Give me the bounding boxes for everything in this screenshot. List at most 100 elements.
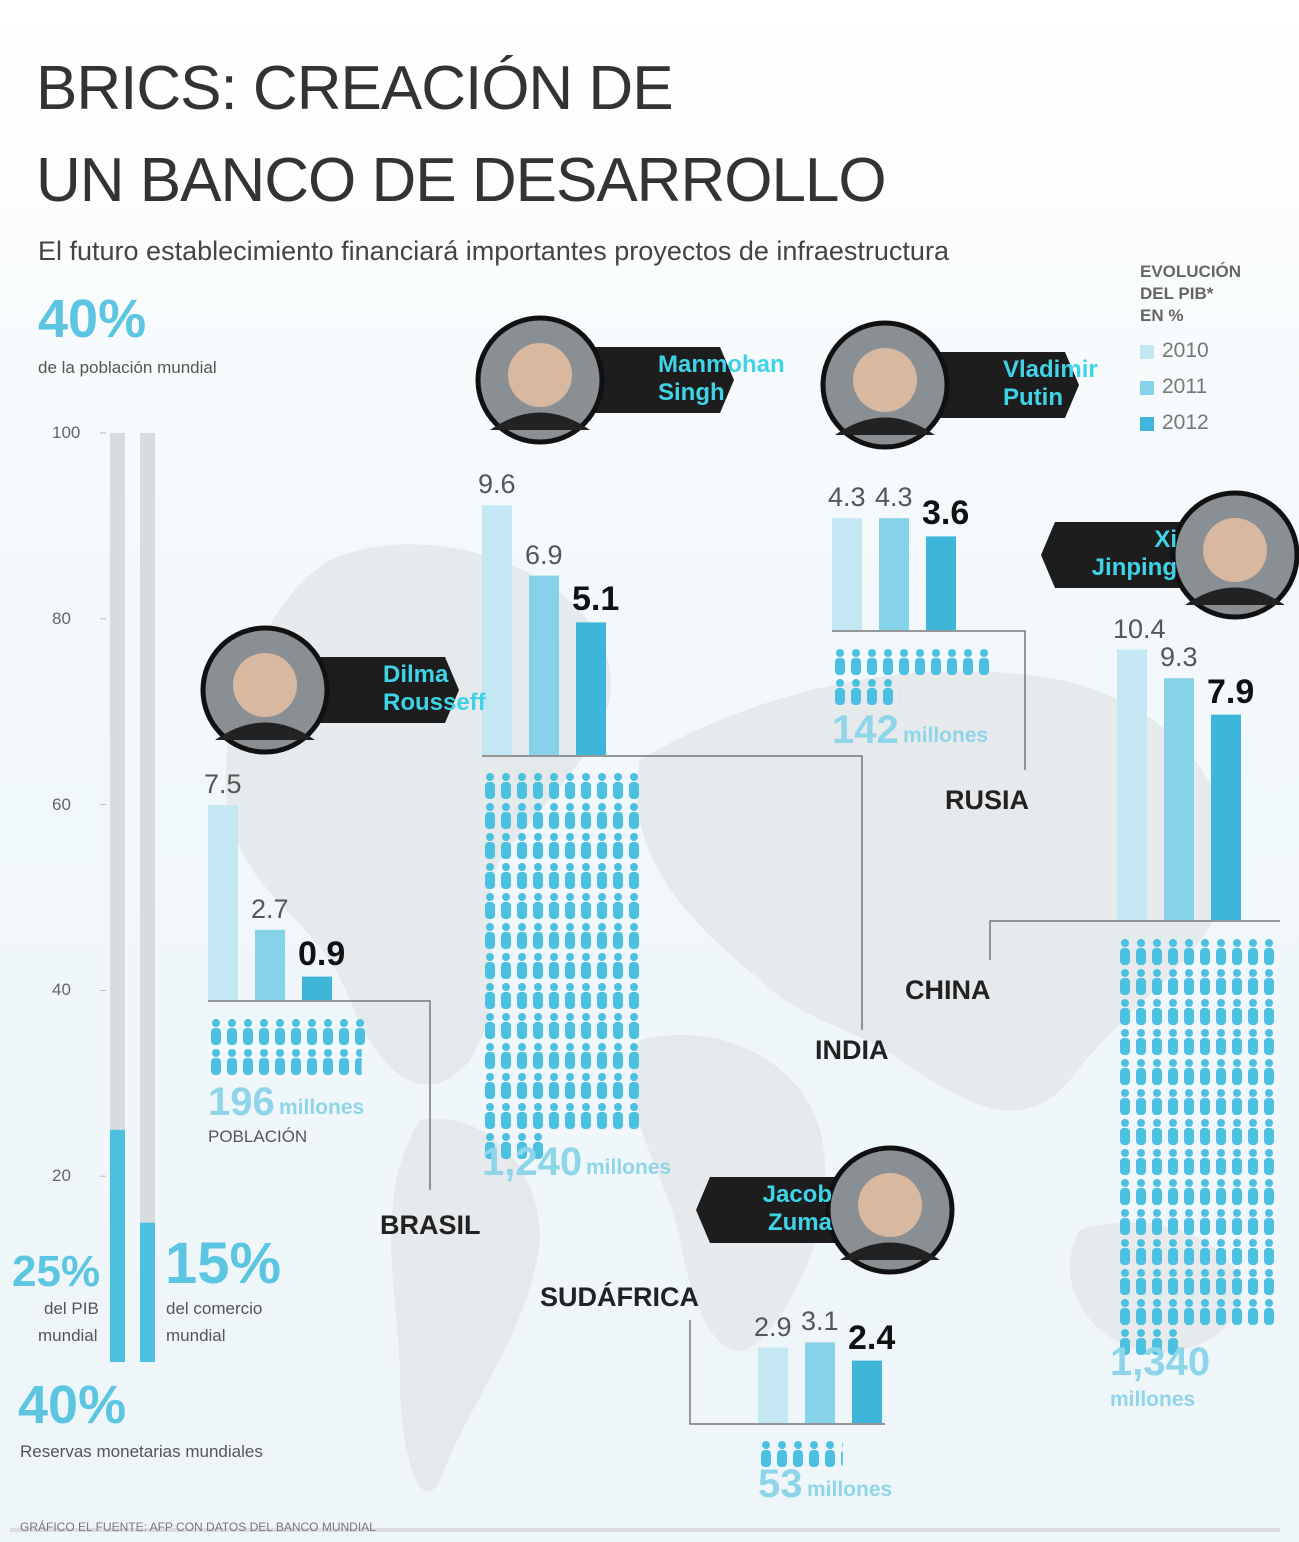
bar [926,536,956,630]
legend-swatch [1140,381,1154,395]
category-label: mundial [38,1326,98,1345]
bar [852,1360,882,1423]
leader-shoulders [215,722,315,740]
country-name: RUSIA [945,785,1030,815]
leader-tag [696,1177,840,1243]
leader-name: Manmohan [658,351,785,378]
value-label: 3.1 [801,1306,839,1337]
footer-rule [10,1528,1280,1532]
title-line: BRICS: CREACIÓN DE [36,54,674,123]
country-name: INDIA [815,1035,889,1065]
population-unit: millones [279,1096,365,1119]
legend-swatch [1140,417,1154,431]
population-icons [758,1440,918,1470]
value-label: 9.3 [1160,642,1198,673]
value-label: 2.9 [754,1311,792,1342]
country-name: CHINA [905,975,991,1005]
population-icons [1117,938,1277,1358]
legend-label: 2010 [1162,339,1209,362]
category-label: del PIB [44,1299,99,1318]
population-icons [208,1018,368,1078]
leader-name: Putin [1003,384,1063,411]
value-label: 5.1 [572,580,620,619]
value-label: 2.4 [848,1318,896,1357]
bar-track [140,433,155,1362]
population-unit: millones [1110,1388,1196,1411]
highlight-figure: 40% [38,289,147,349]
country-name: BRASIL [380,1210,481,1240]
leader-face [233,653,297,717]
legend-swatch [1140,345,1154,359]
y-tick-label: 80 [52,608,71,628]
population-icons [482,772,642,1162]
connectors [208,630,1280,1425]
bar [302,976,332,1000]
value-label: 6.9 [525,539,563,570]
leader-shoulders [490,412,590,430]
value-label: 2.7 [251,893,289,924]
value-label: 4.3 [875,482,913,513]
legend-title: DEL PIB* [1140,284,1214,303]
leader-shoulders [1185,587,1285,605]
bar [140,1222,155,1362]
legend-title: EVOLUCIÓN [1140,262,1242,281]
leader-name: Singh [658,379,725,406]
leader-name: Zuma [767,1209,832,1236]
leader-tag [1041,522,1185,588]
source: GRÁFICO EL FUENTE: AFP CON DATOS DEL BAN… [20,1520,376,1534]
leader-name: Dilma [383,661,449,688]
value-label: 15% [165,1231,282,1296]
y-tick-label: 60 [52,794,71,814]
bar [805,1342,835,1423]
highlight-text: de la población mundial [38,358,217,377]
leader-name: Jinping [1091,554,1177,581]
legend-label: 2011 [1162,375,1208,398]
bar [832,518,862,630]
leader-face [1203,518,1267,582]
value-label: 4.3 [828,482,866,513]
population-label: 53 [758,1462,803,1506]
highlight-figure: 40% [18,1375,127,1435]
leader-name: Rousseff [383,689,486,716]
leader-tag [590,347,734,413]
bar [110,1129,125,1362]
leader-name: Xi [1154,526,1177,553]
population-unit: millones [807,1478,893,1501]
y-tick-label: 100 [52,423,81,442]
subtitle: El futuro establecimiento financiará imp… [38,236,949,266]
leader-face [508,343,572,407]
population-unit: millones [903,724,989,747]
bar [576,622,606,755]
highlight-text: Reservas monetarias mundiales [20,1442,263,1461]
bar [879,518,909,630]
category-label: mundial [166,1326,226,1345]
bar [208,805,238,1000]
y-tick-label: 40 [52,980,71,1000]
leader-tag [315,657,459,723]
bar [1117,649,1147,920]
bar [1164,678,1194,920]
value-label: 9.6 [478,469,516,500]
bar [529,575,559,755]
leader-shoulders [840,1242,940,1260]
population-label: 1,240 [482,1140,583,1184]
population-title: POBLACIÓN [208,1127,308,1146]
value-label: 25% [12,1247,101,1296]
leader-shoulders [835,417,935,435]
y-tick-label: 20 [52,1166,71,1186]
value-label: 7.5 [204,769,242,799]
population-label: 1,340 [1110,1340,1211,1384]
bar [482,505,512,755]
value-label: 7.9 [1207,672,1255,711]
population-unit: millones [586,1156,672,1179]
leader-name: Jacob [762,1181,832,1208]
value-label: 3.6 [922,494,970,533]
category-label: del comercio [166,1299,263,1318]
value-label: 0.9 [298,934,346,973]
legend-label: 2012 [1162,411,1209,434]
population-icons [832,648,992,708]
leader-tag [935,352,1079,418]
value-label: 10.4 [1113,613,1166,644]
